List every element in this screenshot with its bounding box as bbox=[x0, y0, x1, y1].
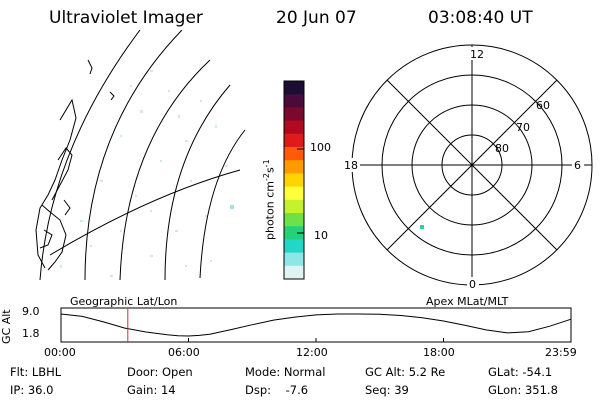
mode-info: Mode: Normal bbox=[245, 365, 326, 379]
mlt-label-0: 0 bbox=[469, 278, 476, 291]
lat-label-80: 80 bbox=[495, 142, 509, 155]
mlt-label-6: 6 bbox=[574, 159, 581, 172]
ip-info: IP: 36.0 bbox=[10, 383, 54, 397]
colorbar-tick-label-100: 100 bbox=[310, 141, 331, 154]
auroral-speckles bbox=[60, 70, 234, 277]
gain-info: Gain: 14 bbox=[127, 383, 176, 397]
timeline-ticks bbox=[60, 338, 572, 342]
gc-alt-info: GC Alt: 5.2 Re bbox=[365, 365, 446, 379]
timeline-frame bbox=[60, 307, 572, 343]
colorbar-gradient bbox=[284, 81, 304, 280]
y-tick-label-9: 9.0 bbox=[22, 305, 40, 318]
geographic-map bbox=[35, 30, 246, 281]
colorbar-tick-label-10: 10 bbox=[314, 229, 328, 242]
altitude-timeline bbox=[60, 307, 572, 343]
colorbar-band bbox=[284, 133, 304, 148]
colorbar-band bbox=[284, 120, 304, 135]
colorbar-band bbox=[284, 107, 304, 122]
dsp-info: Dsp: -7.6 bbox=[245, 383, 309, 397]
colorbar-band bbox=[284, 199, 304, 214]
date-label: 20 Jun 07 bbox=[276, 8, 357, 28]
glat-info: GLat: -54.1 bbox=[488, 365, 553, 379]
colorbar bbox=[283, 80, 305, 280]
colorbar-band bbox=[284, 173, 304, 188]
colorbar-band bbox=[284, 147, 304, 161]
colorbar-band bbox=[284, 94, 304, 108]
x-tick-label-1200: 12:00 bbox=[296, 346, 328, 359]
polar-emission-spot bbox=[420, 225, 424, 229]
colorbar-band bbox=[284, 239, 304, 254]
apex-label: Apex MLat/MLT bbox=[426, 295, 509, 308]
colorbar-band bbox=[284, 265, 304, 280]
mlt-label-18: 18 bbox=[344, 159, 358, 172]
y-tick-label-1.8: 1.8 bbox=[22, 327, 40, 340]
x-tick-label-1800: 18:00 bbox=[423, 346, 455, 359]
x-tick-label-2359: 23:59 bbox=[545, 346, 577, 359]
x-tick-label-0600: 06:00 bbox=[168, 346, 200, 359]
lat-label-70: 70 bbox=[516, 121, 530, 134]
colorbar-units-label: photon cm-2s-1 bbox=[262, 159, 277, 240]
glon-info: GLon: 351.8 bbox=[488, 383, 558, 397]
colorbar-band bbox=[284, 160, 304, 174]
colorbar-band bbox=[284, 252, 304, 267]
filter-info: Flt: LBHL bbox=[10, 365, 62, 379]
colorbar-band bbox=[284, 81, 304, 95]
colorbar-band bbox=[284, 186, 304, 201]
time-label: 03:08:40 UT bbox=[428, 8, 533, 28]
x-tick-label-0000: 00:00 bbox=[44, 346, 76, 359]
altitude-curve bbox=[60, 313, 572, 337]
seq-info: Seq: 39 bbox=[365, 383, 409, 397]
colorbar-band bbox=[284, 226, 304, 240]
polar-plot: 12 18 6 0 60 70 80 bbox=[342, 44, 593, 291]
instrument-title: Ultraviolet Imager bbox=[49, 8, 203, 28]
polar-diagonal-2 bbox=[386, 79, 558, 251]
geographic-label: Geographic Lat/Lon bbox=[70, 295, 178, 308]
lat-lon-grid bbox=[39, 30, 246, 281]
mlt-label-12: 12 bbox=[470, 48, 484, 61]
door-info: Door: Open bbox=[127, 365, 193, 379]
colorbar-band bbox=[284, 213, 304, 227]
coastlines bbox=[35, 59, 115, 271]
lat-label-60: 60 bbox=[536, 99, 550, 112]
